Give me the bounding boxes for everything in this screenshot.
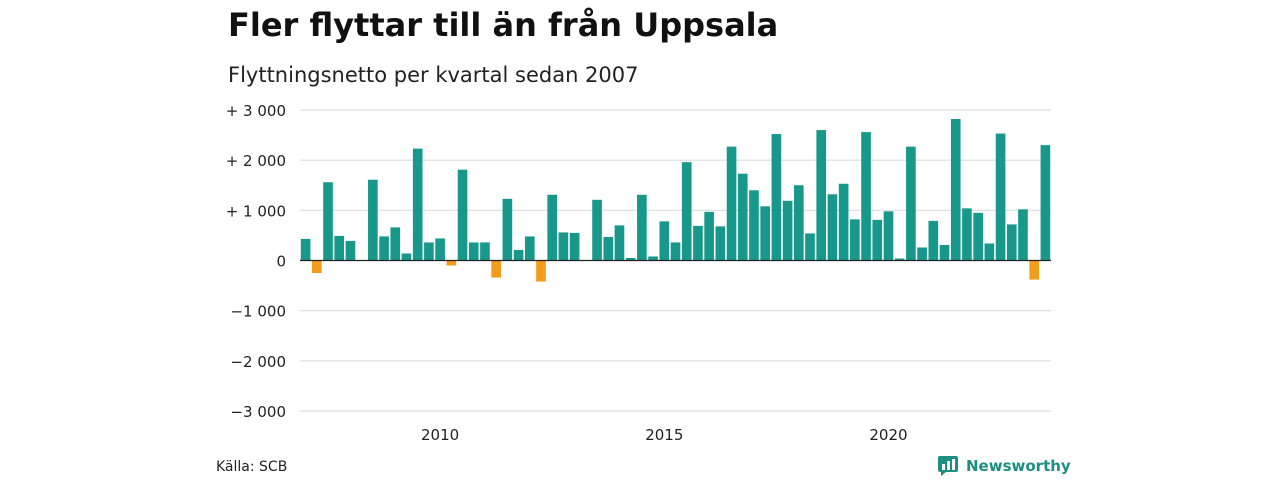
bar-2020-q1: [872, 219, 883, 261]
bar-2012-q3: [536, 260, 546, 282]
chart-subtitle: Flyttningsnetto per kvartal sedan 2007: [228, 63, 639, 87]
bar-2021-q4: [950, 119, 961, 261]
bar-2016-q3: [715, 226, 726, 261]
bar-2018-q3: [805, 233, 815, 261]
bar-2023-q2: [1018, 209, 1028, 261]
source-note: Källa: SCB: [216, 459, 288, 475]
bar-2020-q4: [906, 146, 916, 261]
bar-2009-q2: [390, 227, 401, 261]
x-tick-label: 2015: [645, 426, 683, 444]
bar-2009-q3: [401, 253, 412, 261]
bar-2022-q3: [984, 243, 995, 261]
gridlines: [300, 109, 1051, 412]
x-tick-label: 2010: [421, 426, 459, 444]
bar-2013-q1: [558, 232, 569, 261]
bar-2018-q1: [782, 200, 793, 261]
bar-2008-q1: [334, 235, 345, 261]
bar-2022-q1: [962, 208, 972, 261]
bar-2011-q4: [502, 198, 513, 261]
bar-chart: + 3 000 + 2 000 + 1 000 0 −1 000 −2 000 −3 000…: [226, 102, 1051, 444]
bar-2014-q2: [614, 225, 625, 261]
y-tick-label: + 3 000: [226, 102, 286, 120]
x-axis-labels: 2010 2015 2020: [421, 426, 908, 444]
bar-2021-q3: [939, 244, 950, 261]
y-tick-label: −2 000: [230, 353, 286, 371]
bar-2022-q2: [973, 212, 983, 261]
bar-2023-q4: [1040, 145, 1051, 261]
bar-2015-q1: [648, 256, 658, 261]
bar-2015-q3: [670, 242, 681, 261]
bar-2014-q3: [625, 257, 636, 261]
bar-2021-q2: [928, 220, 939, 261]
bar-2012-q2: [524, 236, 535, 261]
bar-2011-q3: [491, 260, 501, 278]
bar-2022-q4: [995, 133, 1006, 261]
y-tick-label: + 1 000: [226, 202, 286, 220]
bar-2014-q1: [603, 236, 614, 261]
y-tick-label: + 2 000: [226, 152, 286, 170]
bar-2012-q4: [547, 194, 558, 261]
bars: [300, 119, 1051, 282]
brand-logo: Newsworthy: [938, 456, 1071, 476]
y-tick-label: −3 000: [230, 403, 286, 421]
chart-title: Fler flyttar till än från Uppsala: [228, 6, 779, 44]
bar-2019-q2: [838, 183, 849, 261]
y-axis-labels: + 3 000 + 2 000 + 1 000 0 −1 000 −2 000 −3 000: [226, 102, 286, 421]
bar-2009-q4: [412, 148, 423, 261]
bar-2007-q2: [300, 238, 311, 261]
newsworthy-logo-icon: [938, 456, 958, 476]
bar-2009-q1: [379, 236, 389, 261]
bar-2008-q4: [368, 179, 378, 261]
bar-2020-q2: [883, 211, 894, 261]
bar-2023-q3: [1029, 260, 1040, 280]
bar-2018-q2: [793, 185, 804, 261]
bar-2010-q1: [424, 242, 434, 261]
bar-2018-q4: [816, 130, 827, 261]
x-tick-label: 2020: [869, 426, 907, 444]
bar-2017-q4: [771, 134, 782, 261]
bar-2008-q2: [345, 240, 356, 261]
bar-2016-q4: [726, 146, 737, 261]
bar-2021-q1: [917, 247, 927, 261]
bar-2014-q4: [637, 194, 647, 261]
bar-2010-q4: [457, 169, 468, 261]
bar-2017-q1: [737, 173, 748, 261]
brand-name: Newsworthy: [966, 457, 1071, 475]
bar-2013-q2: [569, 232, 580, 261]
bar-2015-q4: [681, 162, 692, 261]
bar-2017-q2: [749, 190, 759, 261]
y-tick-label: −1 000: [230, 303, 286, 321]
bar-2013-q4: [592, 199, 602, 261]
bar-2023-q1: [1006, 224, 1017, 261]
bar-2010-q3: [446, 260, 457, 266]
y-tick-label: 0: [276, 253, 286, 271]
bar-2017-q3: [760, 206, 770, 261]
bar-2010-q2: [435, 238, 445, 261]
bar-2007-q3: [311, 260, 322, 274]
bar-2011-q1: [468, 242, 479, 261]
bar-2019-q1: [827, 194, 838, 261]
bar-2015-q2: [659, 221, 670, 261]
bar-2019-q4: [861, 132, 871, 261]
bar-2019-q3: [850, 219, 860, 261]
bar-2016-q2: [704, 211, 714, 261]
bar-2020-q3: [894, 258, 905, 261]
bar-2016-q1: [693, 225, 703, 261]
bar-2007-q4: [323, 182, 333, 261]
bar-2012-q1: [513, 249, 524, 261]
bar-2011-q2: [480, 242, 490, 261]
